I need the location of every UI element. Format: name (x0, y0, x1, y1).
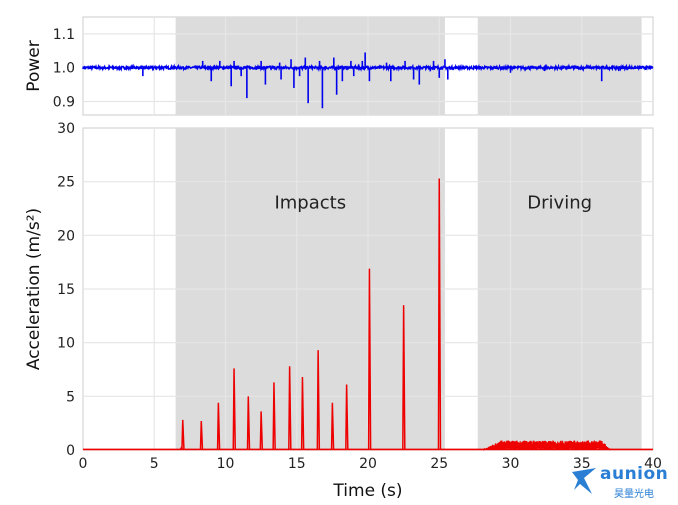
logo-bird-icon (572, 468, 596, 494)
impact-spike (216, 402, 221, 450)
logo-subtext: 昊量光电 (614, 489, 654, 500)
impact-spike (437, 178, 442, 450)
impact-spike (288, 366, 292, 450)
acceleration-ytick-label: 25 (57, 175, 75, 191)
power-ylabel: Power (24, 40, 44, 91)
acceleration-ylabel: Acceleration (m/s²) (24, 208, 44, 370)
impact-spike (316, 350, 321, 450)
acceleration-xtick-label: 30 (502, 456, 520, 472)
impact-spike (345, 384, 349, 450)
impact-spike (367, 268, 372, 450)
power-series-line (82, 63, 654, 73)
acceleration-ytick-label: 10 (57, 336, 75, 352)
acceleration-ytick-label: 15 (57, 282, 75, 298)
power-panel: 0.9 1.0 1.1 Power (24, 16, 654, 116)
acceleration-xtick-label: 5 (150, 456, 159, 472)
power-ytick-label: 0.9 (53, 94, 75, 110)
power-ytick-label: 1.0 (53, 61, 75, 77)
impact-spike (259, 411, 264, 450)
acceleration-xtick-label: 20 (359, 456, 377, 472)
acceleration-xtick-label: 15 (288, 456, 306, 472)
power-ytick-label: 1.1 (53, 27, 75, 43)
region-label-impacts: Impacts (274, 193, 346, 214)
acceleration-xtick-label: 40 (644, 456, 662, 472)
aunion-logo: aunion 昊量光电 (570, 462, 674, 502)
acceleration-xtick-label: 25 (430, 456, 448, 472)
acceleration-xtick-label: 10 (217, 456, 235, 472)
acceleration-xtick-label: 35 (573, 456, 591, 472)
acceleration-panel: 0 5 10 15 20 25 30 0 5 10 15 20 25 30 35 40 Impacts Dri… (24, 121, 662, 501)
impact-spike (232, 368, 236, 450)
acceleration-xtick-label: 0 (79, 456, 88, 472)
impact-spike (330, 402, 335, 450)
impact-spike (181, 419, 185, 450)
impact-spike (402, 305, 406, 450)
logo-text: aunion (600, 464, 669, 484)
impact-spike (300, 377, 305, 450)
impact-spike (246, 396, 251, 450)
acceleration-ytick-label: 5 (66, 389, 75, 405)
region-label-driving: Driving (527, 193, 592, 214)
impact-spike (199, 420, 204, 450)
driving-vibration-signal (483, 440, 611, 451)
acceleration-xlabel: Time (s) (332, 481, 402, 501)
acceleration-ytick-label: 20 (57, 228, 75, 244)
impact-spike (272, 382, 276, 450)
acceleration-ytick-label: 0 (66, 443, 75, 459)
acceleration-ytick-label: 30 (57, 121, 75, 137)
